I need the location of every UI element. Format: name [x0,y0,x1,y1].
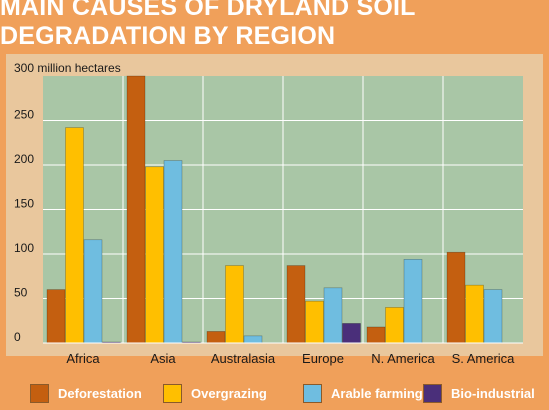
y-tick-label: 100 [14,241,34,255]
x-tick-label: Asia [150,351,176,366]
bar [206,331,226,344]
legend-label: Arable farming [331,385,423,401]
bar [465,284,484,344]
bar [342,323,361,344]
bar [126,75,146,344]
x-tick-label: Australasia [211,351,276,366]
bar [366,326,386,344]
bar [145,166,164,344]
legend-label: Deforestation [58,385,142,401]
bar [225,265,244,344]
y-tick-label: 150 [14,197,34,211]
legend-label: Bio-industrial [451,385,535,401]
bar [286,265,306,344]
legend-swatch [423,383,442,403]
y-tick-label: 200 [14,152,34,166]
legend-item: Bio-industrial [423,383,535,403]
x-tick-label: Europe [302,351,344,366]
bar [446,251,466,344]
y-tick-label: 50 [14,286,28,300]
bar [46,289,66,344]
legend-item: Arable farming [303,383,423,403]
y-axis-label: 300 million hectares [14,61,121,75]
legend-swatch [30,383,49,403]
bar [163,160,183,344]
legend-label: Overgrazing [191,385,267,401]
x-tick-label: Africa [66,351,100,366]
bar [65,127,84,344]
x-tick-label: S. America [452,351,516,366]
legend: Deforestation Overgrazing Arable farming Bi… [0,376,549,410]
y-tick-label: 250 [14,108,34,122]
bar [403,259,423,344]
bar [243,335,263,344]
legend-item: Overgrazing [163,383,267,403]
legend-item: Deforestation [30,383,142,403]
bar [483,289,503,344]
legend-swatch [303,383,322,403]
x-tick-label: N. America [371,351,435,366]
bar [83,239,103,344]
y-tick-label: 0 [14,330,21,344]
bar [385,307,404,344]
bar [305,300,324,344]
bar [323,287,343,344]
legend-swatch [163,383,182,403]
